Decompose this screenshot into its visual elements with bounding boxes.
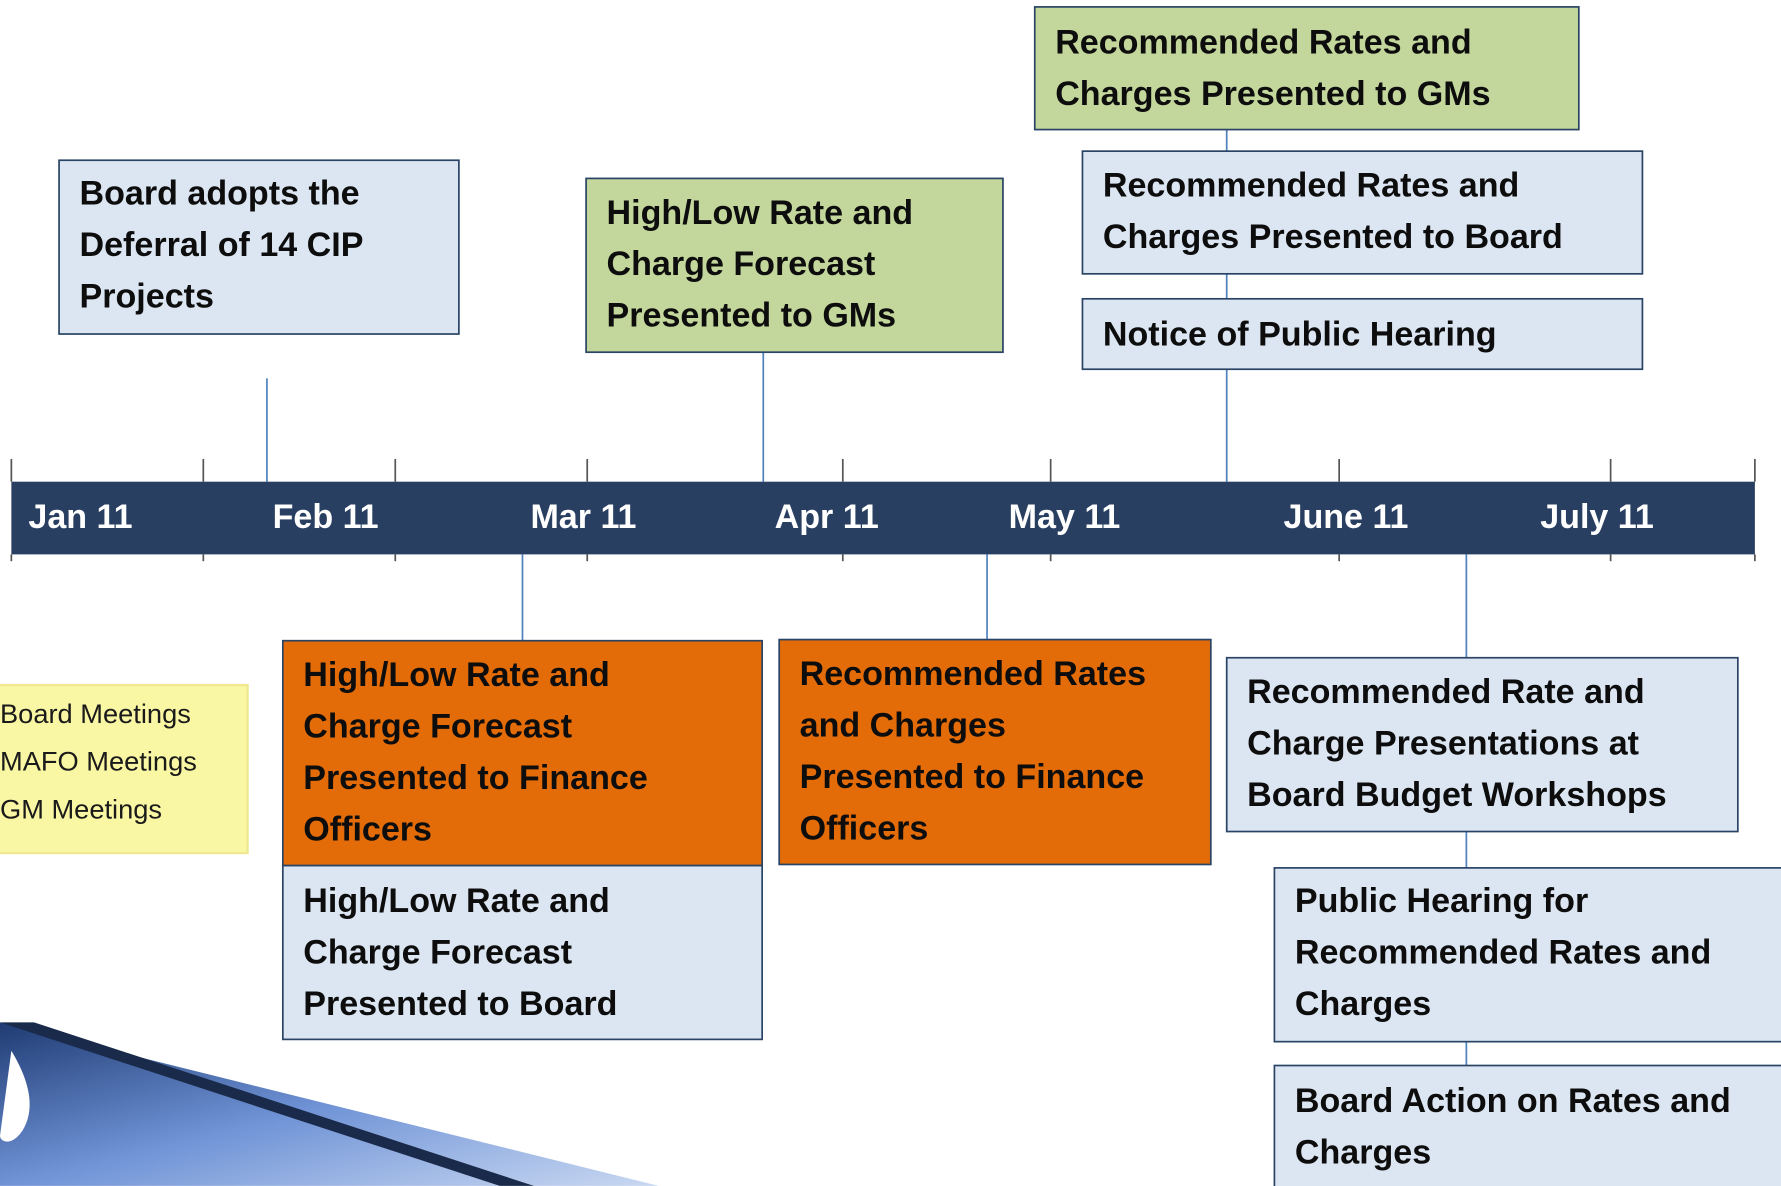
month-label: Apr 11 (775, 498, 879, 536)
event-text: Presented to Board (303, 985, 617, 1023)
event-text: Board adopts the (80, 174, 360, 212)
event-box (1273, 1064, 1781, 1186)
month-label: July 11 (1540, 498, 1654, 536)
event-text: Board Budget Workshops (1247, 776, 1667, 814)
event-text: Notice of Public Hearing (1103, 315, 1497, 353)
month-label: Feb 11 (273, 498, 379, 536)
event-box (778, 638, 1212, 866)
event-text: High/Low Rate and (303, 656, 610, 694)
event-text: Charge Forecast (607, 245, 876, 283)
legend-item: GM Meetings (0, 793, 162, 824)
event-text: Charges (1295, 1133, 1431, 1171)
event-text: Presented to GMs (607, 297, 897, 335)
event-text: and Charges (800, 706, 1006, 744)
month-label: June 11 (1284, 498, 1409, 536)
event-text: High/Low Rate and (303, 882, 610, 920)
event-text: Public Hearing for (1295, 882, 1588, 920)
legend-item: Board Meetings (0, 698, 191, 729)
logo-swoosh-edge (0, 1022, 534, 1186)
legend-box (0, 683, 249, 855)
event-text: Charges Presented to GMs (1055, 75, 1490, 113)
event-text: Recommended Rates and (1295, 934, 1711, 972)
event-text: Recommended Rates and (1103, 167, 1519, 205)
event-text: Recommended Rate and (1247, 673, 1645, 711)
event-text: Charges (1295, 985, 1431, 1023)
month-label: Mar 11 (530, 498, 636, 536)
event-text: Officers (303, 810, 432, 848)
event-text: Projects (80, 277, 214, 315)
event-box (585, 177, 1004, 354)
event-text: Recommended Rates (800, 655, 1146, 693)
logo-drop (0, 1050, 30, 1142)
event-box (58, 159, 460, 335)
event-text: Presented to Finance (303, 759, 648, 797)
month-label: May 11 (1009, 498, 1121, 536)
event-box (1081, 297, 1644, 371)
event-text: Recommended Rates and (1055, 23, 1471, 61)
event-box (281, 864, 764, 1041)
event-text: Charge Forecast (303, 934, 572, 972)
event-text: Charges Presented to Board (1103, 218, 1563, 256)
event-box (1273, 867, 1781, 1043)
timeline-bar (11, 481, 1755, 555)
event-box (1225, 656, 1739, 833)
event-box (1033, 6, 1580, 131)
event-text: Presented to Finance (800, 758, 1145, 796)
event-text: Officers (800, 809, 929, 847)
month-label: Jan 11 (28, 498, 132, 536)
event-box (281, 639, 764, 867)
event-text: Charge Forecast (303, 708, 572, 746)
event-text: Board Action on Rates and (1295, 1082, 1731, 1120)
event-text: Deferral of 14 CIP (80, 226, 364, 264)
event-text: High/Low Rate and (607, 194, 914, 232)
logo-swoosh (0, 1022, 659, 1186)
event-box (1081, 150, 1644, 275)
legend-item: MAFO Meetings (0, 746, 197, 777)
event-text: Charge Presentations at (1247, 725, 1639, 763)
